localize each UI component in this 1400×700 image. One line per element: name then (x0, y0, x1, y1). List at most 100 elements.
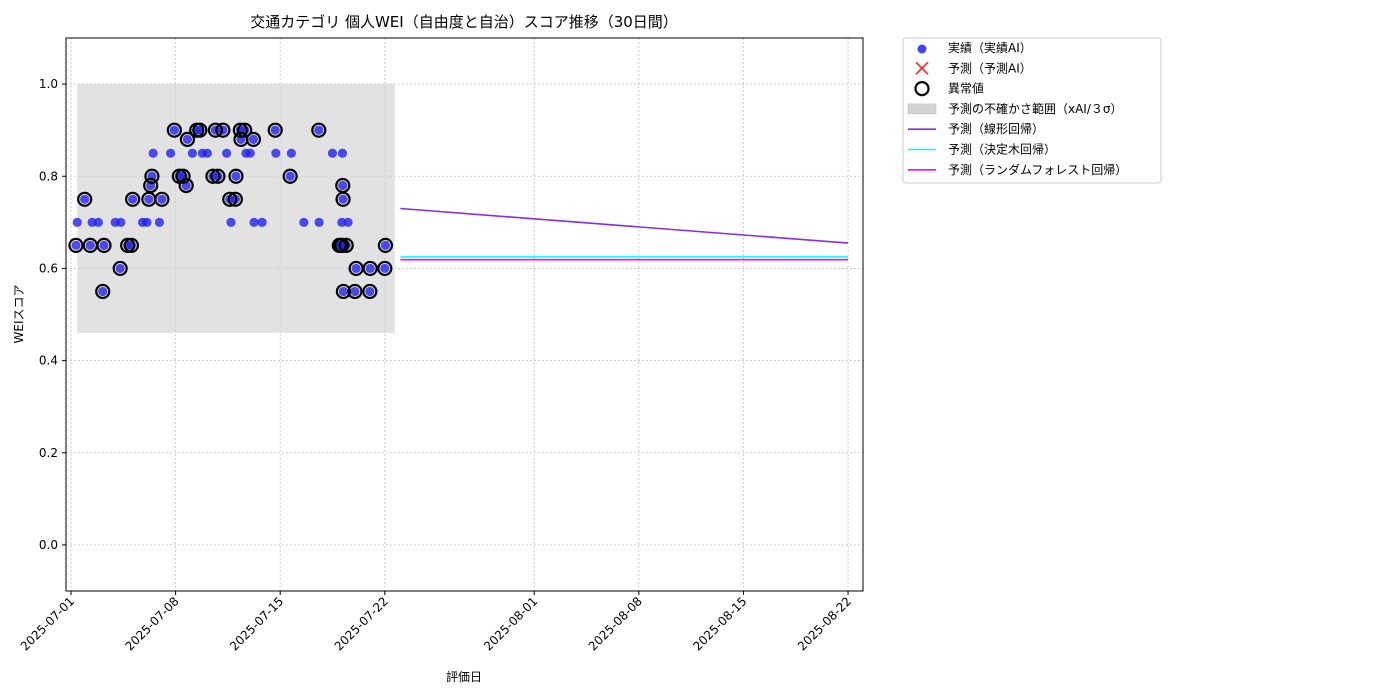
x-tick-label: 2025-08-08 (586, 594, 645, 653)
actual-point (148, 148, 158, 158)
chart-title: 交通カテゴリ 個人WEI（自由度と自治）スコア推移（30日間） (250, 13, 678, 31)
actual-point (299, 217, 309, 227)
actual-point (245, 148, 255, 158)
anomaly-marker (96, 237, 112, 253)
anomaly-marker (166, 122, 182, 138)
anomaly-marker (210, 168, 226, 184)
anomaly-marker (377, 237, 394, 253)
actual-point (285, 171, 295, 181)
legend-label: 実績（実績AI） (948, 40, 1032, 55)
actual-point (115, 263, 125, 274)
actual-point (128, 194, 138, 204)
actual-point (142, 217, 152, 227)
x-tick-label: 2025-07-01 (18, 594, 77, 653)
anomaly-marker (95, 283, 111, 300)
actual-point (116, 217, 126, 227)
anomaly-marker (245, 131, 262, 147)
actual-point (327, 148, 338, 158)
legend-label: 異常値 (948, 81, 984, 96)
y-tick-label: 0.8 (39, 169, 58, 183)
actual-point (257, 217, 267, 227)
anomaly-marker (222, 191, 238, 207)
anomaly-marker (267, 122, 283, 138)
x-tick-label: 2025-07-15 (227, 594, 286, 653)
y-tick-label: 1.0 (39, 77, 58, 91)
legend-label: 予測（線形回帰） (948, 121, 1044, 136)
anomaly-marker (175, 168, 191, 184)
legend-dot-icon (917, 44, 927, 54)
anomaly-marker (282, 168, 298, 184)
actual-point (71, 240, 81, 250)
legend-box (902, 37, 1162, 184)
anomaly-marker (178, 177, 194, 194)
anomaly-marker (232, 122, 248, 138)
actual-point (169, 125, 179, 135)
legend-label: 予測の不確かさ範囲（xAI/３σ） (948, 101, 1123, 116)
actual-point (182, 134, 193, 144)
actual-point (343, 217, 353, 227)
anomaly-marker (377, 260, 393, 277)
anomaly-marker (335, 191, 351, 207)
anomaly-marker (112, 260, 128, 277)
y-tick-label: 0.2 (39, 446, 58, 460)
actual-point (365, 263, 375, 274)
legend-label: 予測（予測AI） (948, 61, 1032, 75)
anomaly-marker (227, 191, 243, 207)
actual-point (380, 240, 391, 250)
x-axis-title: 評価日 (446, 669, 482, 684)
legend-ring-icon (914, 80, 930, 97)
legend-label: 予測（ランダムフォレスト回帰） (948, 162, 1127, 177)
anomaly-marker (215, 122, 231, 138)
actual-point (98, 286, 108, 297)
legend-x-icon (915, 61, 929, 75)
anomaly-marker (125, 191, 141, 207)
anomaly-marker (143, 177, 159, 194)
anomaly-marker (144, 168, 160, 184)
actual-point (314, 217, 324, 227)
anomaly-marker (207, 122, 224, 138)
anomaly-marker (347, 283, 363, 300)
actual-point (166, 148, 176, 158)
actual-point (93, 217, 103, 227)
actual-point (380, 263, 390, 274)
anomaly-marker (179, 131, 196, 147)
actual-point (314, 125, 324, 135)
actual-point (222, 148, 232, 158)
actual-point (154, 217, 164, 227)
x-tick-label: 2025-07-22 (332, 594, 391, 653)
anomaly-marker (205, 168, 221, 184)
anomaly-marker (335, 283, 351, 300)
actual-point (337, 148, 348, 158)
actual-point (270, 125, 280, 135)
plot-frame (65, 37, 864, 592)
actual-point (85, 240, 95, 250)
actual-point (231, 171, 241, 181)
actual-point (248, 134, 259, 144)
y-axis-title: WEIスコア (12, 285, 26, 344)
anomaly-marker (228, 168, 244, 184)
actual-point (99, 240, 109, 250)
anomaly-marker (338, 237, 354, 253)
anomaly-marker (77, 191, 93, 207)
actual-point (187, 148, 197, 158)
anomaly-marker (120, 237, 136, 253)
x-tick-label: 2025-07-08 (122, 594, 181, 653)
anomaly-marker (362, 283, 378, 300)
actual-point (157, 194, 167, 204)
actual-point (226, 217, 236, 227)
actual-point (202, 148, 212, 158)
anomaly-marker (362, 260, 378, 277)
actual-point (365, 286, 375, 297)
anomaly-marker (68, 237, 84, 253)
anomaly-marker (311, 122, 327, 138)
actual-point (213, 171, 223, 181)
actual-point (350, 286, 360, 297)
prediction-line-1 (400, 207, 849, 244)
y-tick-label: 0.4 (39, 354, 58, 368)
actual-point (338, 286, 348, 297)
legend-patch-icon (907, 103, 937, 115)
anomaly-marker (154, 191, 170, 207)
actual-point (351, 263, 361, 274)
y-tick-label: 0.0 (39, 538, 58, 552)
